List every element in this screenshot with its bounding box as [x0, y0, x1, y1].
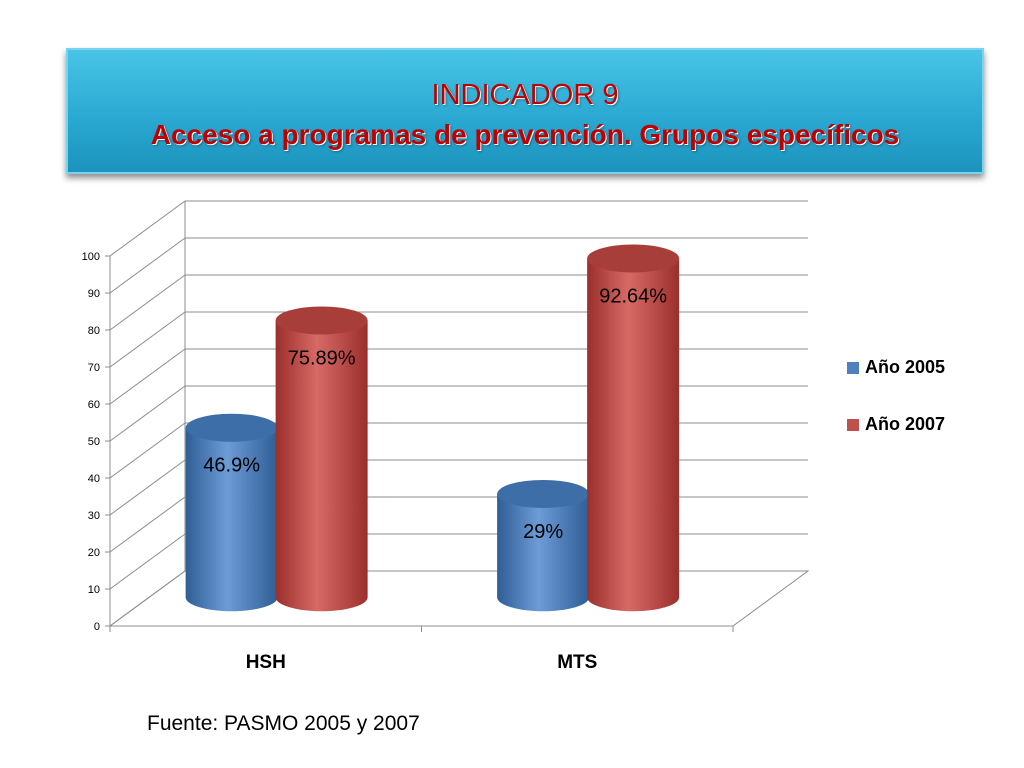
- bar-top: [497, 479, 590, 508]
- source-note: Fuente: PASMO 2005 y 2007: [147, 712, 420, 735]
- category-label: HSH: [246, 652, 286, 673]
- gridline-diagonal: [109, 348, 186, 405]
- gridline-diagonal: [109, 422, 186, 479]
- y-tick-label: 50: [88, 436, 100, 448]
- y-tick-label: 60: [88, 399, 100, 411]
- y-tick-label: 70: [88, 362, 100, 374]
- gridline-diagonal: [109, 311, 186, 368]
- data-label: 92.64%: [599, 285, 667, 307]
- legend-label: Año 2005: [865, 357, 945, 377]
- chart-title: INDICADOR 9: [431, 79, 619, 111]
- title-banner: INDICADOR 9 Acceso a programas de preven…: [66, 48, 984, 174]
- bar-2005-hsh: [185, 413, 278, 612]
- gridline-diagonal: [109, 496, 186, 553]
- gridline-diagonal: [109, 385, 186, 442]
- y-tick-label: 90: [88, 288, 100, 300]
- bar-2005-mts: [497, 479, 590, 612]
- bar-body: [587, 258, 680, 612]
- y-tick-label: 20: [88, 547, 100, 559]
- bar-body: [185, 427, 278, 612]
- data-label: 46.9%: [203, 455, 260, 477]
- y-tick-label: 30: [88, 510, 100, 522]
- y-tick-label: 40: [88, 473, 100, 485]
- gridline-diagonal: [109, 533, 186, 590]
- y-tick-label: 10: [88, 584, 100, 596]
- bar-2007-mts: [587, 244, 680, 612]
- data-label: 75.89%: [288, 347, 356, 369]
- legend-swatch: [847, 419, 859, 431]
- bar-top: [587, 244, 680, 273]
- y-tick-label: 0: [94, 621, 100, 633]
- legend-swatch: [847, 362, 859, 374]
- gridline-diagonal: [109, 459, 186, 516]
- gridline-diagonal: [109, 237, 186, 294]
- y-tick-label: 100: [82, 251, 100, 263]
- gridline-diagonal: [109, 200, 186, 257]
- bar-top: [275, 306, 368, 335]
- bar-body: [275, 320, 368, 612]
- bar-body: [497, 493, 590, 612]
- y-tick-label: 80: [88, 325, 100, 337]
- bar-top: [185, 413, 278, 442]
- legend-label: Año 2007: [865, 414, 945, 434]
- gridline-diagonal: [109, 274, 186, 331]
- bar-2007-hsh: [275, 306, 368, 612]
- data-label: 29%: [523, 521, 563, 543]
- category-label: MTS: [557, 652, 597, 673]
- chart-subtitle: Acceso a programas de prevención. Grupos…: [150, 119, 900, 150]
